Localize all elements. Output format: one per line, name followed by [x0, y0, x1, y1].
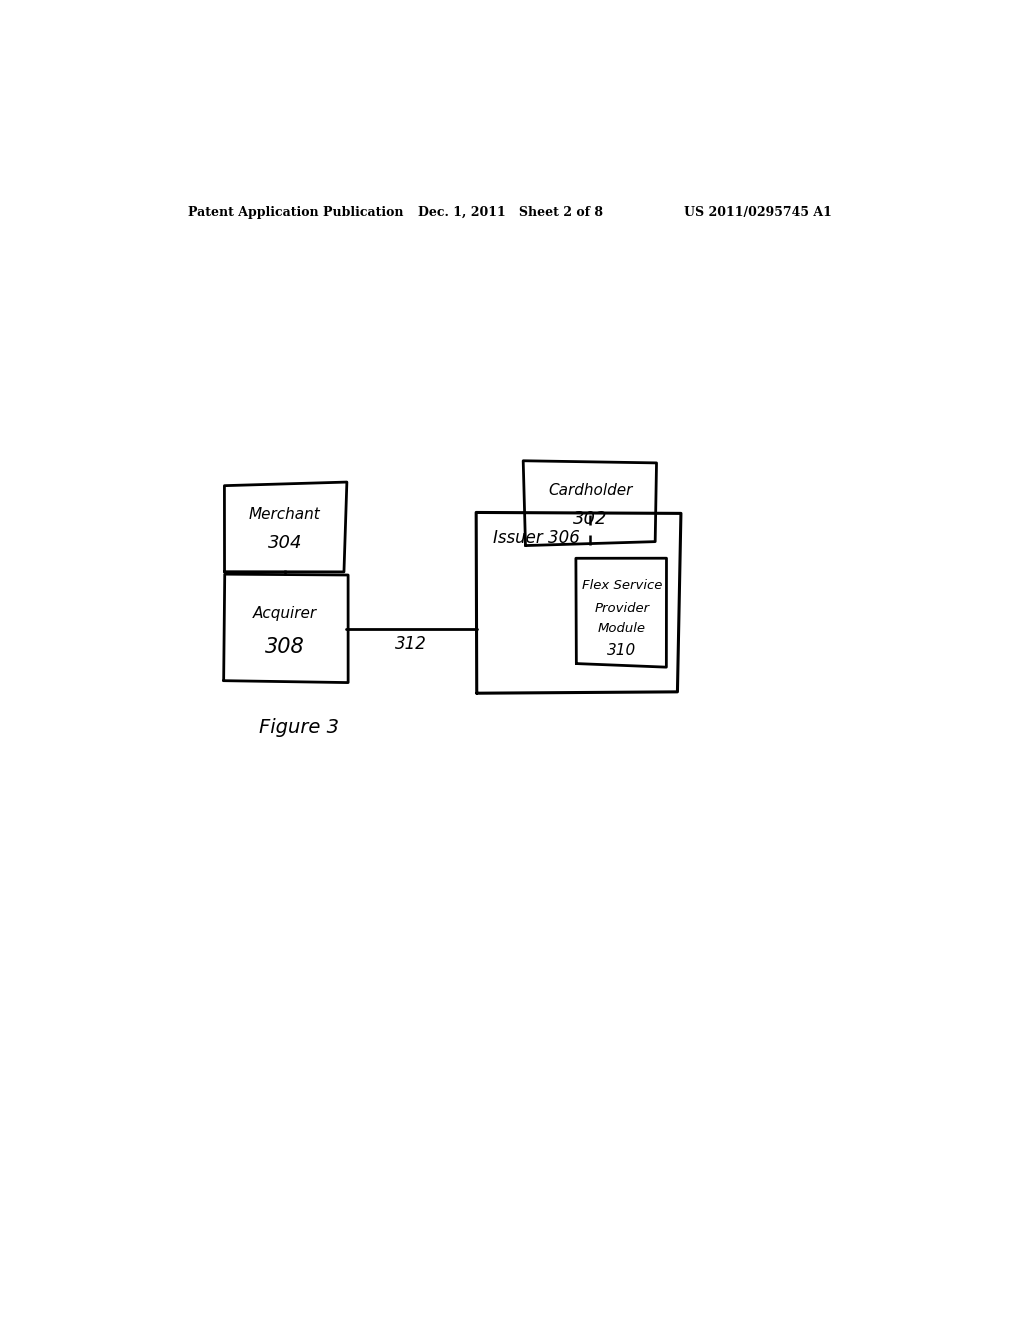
Text: Flex Service: Flex Service [582, 579, 663, 593]
Text: Issuer 306: Issuer 306 [494, 529, 580, 548]
Text: Cardholder: Cardholder [548, 483, 633, 498]
Text: Merchant: Merchant [249, 507, 321, 523]
Text: Dec. 1, 2011   Sheet 2 of 8: Dec. 1, 2011 Sheet 2 of 8 [418, 206, 603, 219]
Text: Module: Module [598, 622, 646, 635]
Text: Provider: Provider [595, 602, 649, 615]
Text: Patent Application Publication: Patent Application Publication [187, 206, 403, 219]
Text: Figure 3: Figure 3 [259, 718, 339, 737]
Text: 304: 304 [267, 535, 302, 552]
Text: 312: 312 [395, 635, 427, 653]
Text: US 2011/0295745 A1: US 2011/0295745 A1 [684, 206, 831, 219]
Text: 302: 302 [573, 511, 607, 528]
Text: 308: 308 [265, 636, 304, 657]
Text: Acquirer: Acquirer [253, 606, 316, 620]
Text: 310: 310 [607, 643, 637, 659]
